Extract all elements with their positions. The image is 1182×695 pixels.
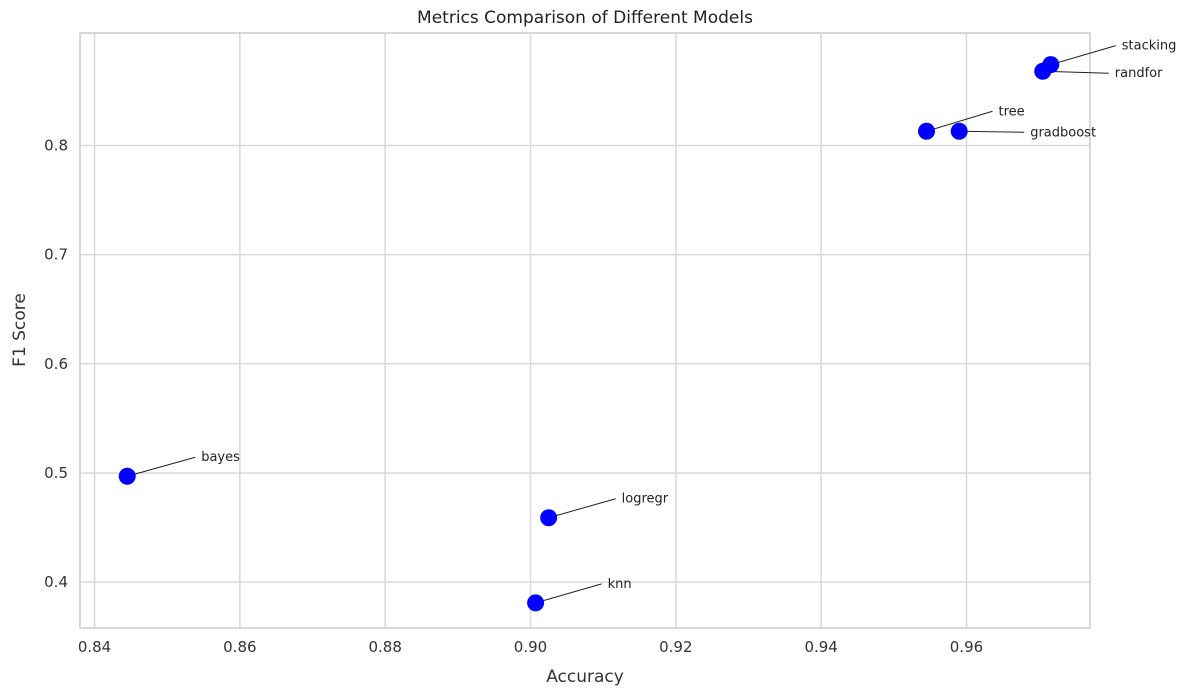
annotation-leader-line xyxy=(926,110,993,132)
point-label-tree: tree xyxy=(999,104,1025,119)
data-points xyxy=(118,56,1060,612)
chart-title: Metrics Comparison of Different Models xyxy=(417,8,753,28)
point-label-logregr: logregr xyxy=(622,492,669,507)
x-axis-title: Accuracy xyxy=(546,667,624,687)
x-tick-label: 0.90 xyxy=(514,638,547,656)
grid xyxy=(80,33,1090,628)
annotation-leader-line xyxy=(535,583,602,604)
annotation-leader-line xyxy=(127,456,196,477)
data-point-logregr xyxy=(540,509,558,527)
y-tick-label: 0.8 xyxy=(44,136,68,154)
y-tick-label: 0.4 xyxy=(44,573,68,591)
x-tick-label: 0.88 xyxy=(368,638,401,656)
point-label-stacking: stacking xyxy=(1122,39,1177,54)
point-label-bayes: bayes xyxy=(201,450,240,465)
data-point-stacking xyxy=(1042,56,1060,74)
annotation-leader-line xyxy=(1050,45,1116,66)
y-tick-label: 0.6 xyxy=(44,355,68,373)
x-tick-label: 0.86 xyxy=(223,638,256,656)
annotations: bayes logregr knn tree gradboost randfor stack… xyxy=(127,39,1177,604)
y-axis-title: F1 Score xyxy=(10,293,30,367)
x-tick-label: 0.92 xyxy=(659,638,692,656)
point-label-knn: knn xyxy=(608,577,632,592)
y-tick-label: 0.5 xyxy=(44,464,68,482)
plot-area-frame xyxy=(79,32,1091,629)
y-axis-ticks: 0.4 0.5 0.6 0.7 0.8 xyxy=(44,136,68,591)
annotation-leader-line xyxy=(959,130,1025,133)
x-tick-label: 0.94 xyxy=(804,638,837,656)
data-point-tree xyxy=(918,122,936,140)
point-label-gradboost: gradboost xyxy=(1030,125,1096,140)
y-tick-label: 0.7 xyxy=(44,246,68,264)
data-point-gradboost xyxy=(950,122,968,140)
x-tick-label: 0.96 xyxy=(950,638,983,656)
data-point-bayes xyxy=(118,467,136,485)
x-axis-ticks: 0.84 0.86 0.88 0.90 0.92 0.94 0.96 xyxy=(78,638,983,656)
data-point-knn xyxy=(527,594,545,612)
x-tick-label: 0.84 xyxy=(78,638,111,656)
point-label-randfor: randfor xyxy=(1115,66,1163,81)
annotation-leader-line xyxy=(548,498,616,519)
